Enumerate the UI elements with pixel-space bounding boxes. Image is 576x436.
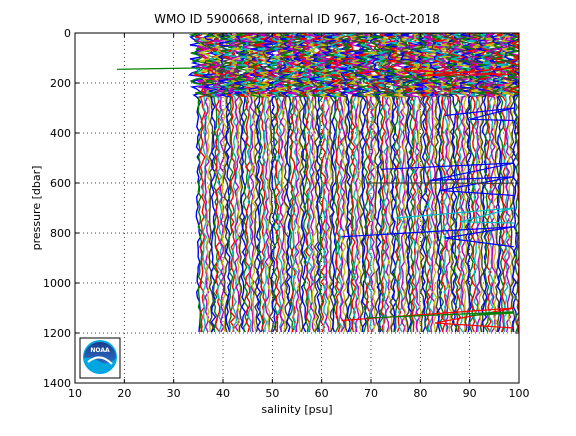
- x-tick-label: 20: [117, 387, 131, 400]
- profile-line: [257, 33, 279, 333]
- profile-line: [293, 33, 313, 333]
- series-line: [116, 66, 200, 70]
- series-line: [405, 67, 515, 77]
- y-tick-label: 200: [50, 77, 71, 90]
- profile-line: [187, 33, 209, 333]
- y-tick-label: 800: [50, 227, 71, 240]
- y-tick-label: 1400: [43, 377, 71, 390]
- profile-line: [273, 33, 295, 333]
- x-tick-label: 90: [463, 387, 477, 400]
- x-tick-label: 70: [364, 387, 378, 400]
- noaa-logo-text: NOAA: [90, 347, 110, 354]
- profile-line: [346, 33, 367, 333]
- profile-line: [253, 33, 275, 333]
- profile-line: [212, 33, 234, 333]
- profile-line: [277, 33, 300, 333]
- series-line: [380, 162, 515, 197]
- profile-line: [311, 33, 332, 333]
- profile-line: [205, 33, 228, 333]
- x-axis-title: salinity [psu]: [261, 403, 332, 416]
- series-line: [366, 182, 515, 185]
- y-tick-label: 1000: [43, 277, 71, 290]
- profile-line: [247, 33, 269, 333]
- profile-line: [399, 33, 421, 333]
- y-tick-labels: 0 200 400 600 800 1000 1200 1400: [43, 27, 71, 390]
- profile-line: [468, 33, 490, 333]
- profile-line: [403, 33, 426, 333]
- series-line: [366, 311, 515, 319]
- y-tick-label: 400: [50, 127, 71, 140]
- profile-line: [234, 33, 257, 333]
- profile-line: [303, 33, 326, 333]
- profile-line: [369, 33, 391, 333]
- profile-line: [229, 33, 252, 333]
- axes-box: [74, 32, 520, 384]
- profile-line: [188, 33, 211, 333]
- profile-line: [450, 33, 471, 333]
- profile-line: [492, 33, 516, 333]
- ticks: [74, 32, 520, 384]
- profile-line: [413, 33, 435, 333]
- x-tick-label: 100: [509, 387, 530, 400]
- profiles: [187, 33, 519, 333]
- x-tick-label: 40: [216, 387, 230, 400]
- profile-line: [444, 33, 467, 333]
- y-tick-label: 600: [50, 177, 71, 190]
- profile-line: [208, 33, 231, 333]
- profile-line: [375, 33, 398, 333]
- profile-line: [369, 33, 392, 333]
- x-tick-label: 50: [265, 387, 279, 400]
- profile-line: [206, 33, 229, 333]
- profile-line: [196, 33, 221, 332]
- series: [116, 66, 515, 329]
- profile-line: [436, 33, 460, 333]
- x-tick-label: 10: [68, 387, 82, 400]
- profile-line: [478, 33, 500, 333]
- profile-line: [218, 33, 240, 333]
- profile-line: [356, 33, 378, 333]
- profile-line: [260, 33, 282, 333]
- profile-line: [391, 33, 413, 333]
- profile-line: [234, 33, 253, 333]
- y-tick-label: 0: [64, 27, 71, 40]
- y-tick-label: 1200: [43, 327, 71, 340]
- profile-line: [420, 33, 442, 332]
- y-axis-title: pressure [dbar]: [30, 166, 43, 251]
- chart-title: WMO ID 5900668, internal ID 967, 16-Oct-…: [154, 12, 440, 26]
- x-tick-labels: 10 20 30 40 50 60 70 80 90 100: [68, 387, 530, 400]
- series-line: [444, 107, 515, 122]
- x-tick-label: 80: [413, 387, 427, 400]
- profile-line: [459, 33, 479, 333]
- series-line: [341, 226, 515, 248]
- x-tick-label: 60: [315, 387, 329, 400]
- series-line: [395, 207, 515, 224]
- profile-line: [464, 33, 485, 333]
- profile-line: [226, 33, 249, 333]
- profile-line: [301, 33, 322, 333]
- profile-line: [421, 33, 443, 333]
- profile-line: [434, 33, 456, 332]
- profile-line: [483, 33, 504, 333]
- x-tick-label: 30: [167, 387, 181, 400]
- noaa-logo: NOAA: [79, 337, 121, 379]
